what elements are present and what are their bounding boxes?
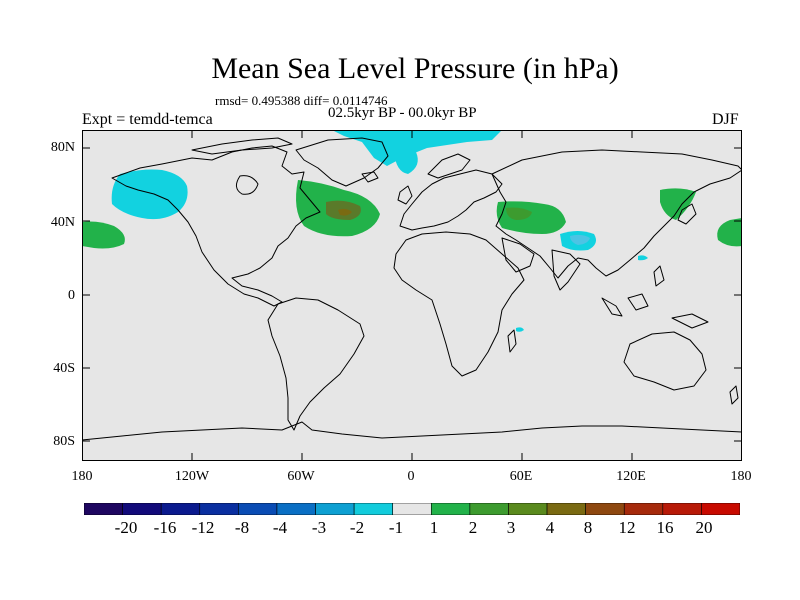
colorbar-label: -4: [272, 518, 288, 537]
coast-hudson-bay: [236, 175, 259, 195]
coast-madagascar: [507, 329, 517, 353]
west-pacific-green-region: [82, 221, 125, 249]
coast-japan: [677, 203, 697, 225]
coast-british-isles: [397, 185, 413, 205]
coast-north-america: [111, 145, 321, 307]
colorbar-swatch: [469, 503, 509, 515]
lon-label-180e: 180: [730, 469, 752, 484]
colorbar-swatch: [315, 503, 355, 515]
arctic-cyan-blob: [394, 148, 418, 174]
colorbar-swatch: [701, 503, 740, 515]
coast-sumatra: [601, 297, 623, 317]
lat-label-40s: 40S: [53, 361, 75, 376]
coast-antarctica: [82, 421, 742, 441]
colorbar-label: 8: [583, 518, 593, 537]
period-label: 02.5kyr BP - 00.0kyr BP: [328, 105, 477, 121]
season-label: DJF: [712, 111, 739, 128]
colorbar-label: -16: [153, 518, 177, 537]
colorbar-swatch: [353, 503, 394, 515]
colorbar-swatch: [84, 503, 123, 515]
colorbar-swatch: [623, 503, 664, 515]
lon-label-120w: 120W: [174, 469, 210, 484]
coast-south-america: [267, 297, 365, 431]
east-asia-green-region: [660, 188, 696, 220]
colorbar-label: -2: [349, 518, 365, 537]
coast-borneo: [627, 293, 649, 311]
colorbar-label: 2: [468, 518, 478, 537]
colorbar-label: 12: [618, 518, 636, 537]
colorbar-swatch: [276, 503, 316, 515]
coast-iceland: [361, 171, 379, 183]
coast-india: [551, 249, 581, 291]
colorbar-swatch: [546, 503, 586, 515]
lon-label-60e: 60E: [509, 469, 533, 484]
small-cyan-blob-indian-ocean: [516, 327, 524, 332]
lat-label-80n: 80N: [50, 140, 75, 155]
small-cyan-blob-china: [638, 255, 648, 261]
map-background: [82, 130, 742, 461]
lat-label-80s: 80S: [53, 434, 75, 449]
coast-philippines: [653, 265, 665, 287]
lon-label-60w: 60W: [287, 469, 315, 484]
pacific-cyan-region: [111, 169, 188, 220]
lon-label-120e: 120E: [616, 469, 646, 484]
colorbar-label: -12: [191, 518, 215, 537]
experiment-label: Expt = temdd-temca: [82, 111, 213, 128]
colorbar-label: -3: [311, 518, 327, 537]
lon-label-180w: 180: [71, 469, 93, 484]
colorbar-label: 3: [506, 518, 516, 537]
colorbar-label: 1: [429, 518, 439, 537]
coast-africa: [393, 231, 525, 377]
coast-arabia: [501, 237, 535, 273]
world-map: [82, 130, 742, 461]
colorbar-swatch: [430, 503, 471, 515]
lat-label-0: 0: [68, 288, 75, 303]
colorbar-swatch: [585, 503, 625, 515]
anomaly-fills: [82, 130, 742, 332]
colorbar-swatch: [122, 503, 162, 515]
coast-asia: [491, 149, 742, 279]
colorbar: [84, 503, 740, 515]
coastlines: [82, 137, 742, 441]
coast-europe: [399, 169, 503, 231]
arctic-cyan-region: [332, 130, 502, 166]
rmsd-diff-stats: rmsd= 0.495388 diff= 0.0114746: [215, 93, 388, 108]
map-title: Mean Sea Level Pressure (in hPa): [211, 52, 619, 85]
east-pacific-green-region: [717, 218, 742, 247]
colorbar-label: 4: [545, 518, 555, 537]
colorbar-label: -8: [234, 518, 250, 537]
coast-scandinavia: [427, 153, 471, 179]
colorbar-swatch: [238, 503, 278, 515]
lon-label-0: 0: [407, 469, 415, 484]
lat-label-40n: 40N: [50, 215, 75, 230]
colorbar-label: -1: [388, 518, 404, 537]
coast-australia: [623, 331, 707, 391]
colorbar-swatch: [662, 503, 702, 515]
colorbar-label: 16: [656, 518, 674, 537]
colorbar-swatch: [160, 503, 201, 515]
colorbar-label: -20: [114, 518, 138, 537]
colorbar-swatch: [199, 503, 239, 515]
asia-dark-green-core: [506, 207, 532, 220]
coast-new-guinea: [671, 313, 709, 329]
colorbar-swatch: [392, 503, 432, 515]
coast-new-zealand: [729, 385, 739, 405]
tibet-light-cyan-core: [570, 234, 590, 245]
coast-arctic-islands: [191, 137, 293, 155]
atlantic-brown-center: [338, 208, 352, 216]
axis-ticks: [82, 130, 742, 461]
colorbar-swatch: [508, 503, 548, 515]
colorbar-label: 20: [695, 518, 713, 537]
